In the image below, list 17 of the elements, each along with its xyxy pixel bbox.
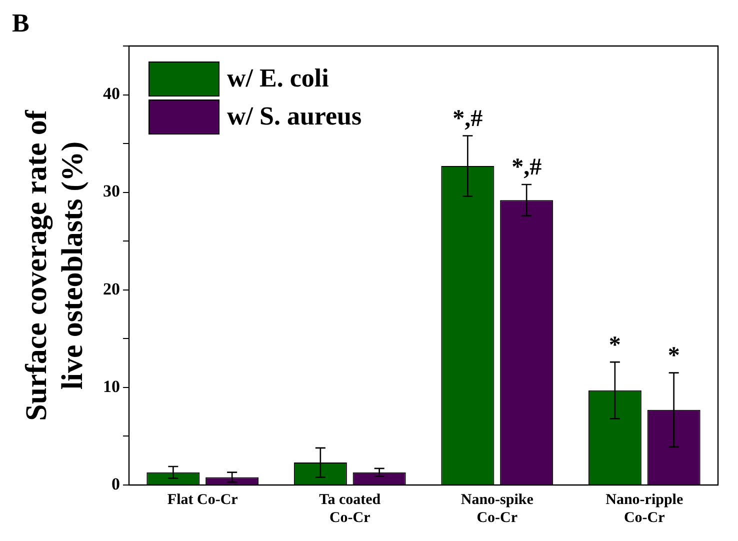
y-tick-label: 10 bbox=[103, 376, 120, 396]
y-tick-label: 40 bbox=[103, 84, 120, 104]
x-tick-label: Flat Co-Cr bbox=[167, 492, 238, 508]
x-tick-label: Nano-spike Co-Cr bbox=[460, 492, 534, 526]
annotation: *,# bbox=[512, 154, 542, 181]
annotation: * bbox=[668, 343, 680, 370]
legend-label: w/ S. aureus bbox=[227, 102, 362, 131]
annotation: *,# bbox=[452, 106, 483, 132]
y-tick-label: 0 bbox=[112, 474, 120, 494]
chart-title: B bbox=[12, 8, 30, 38]
x-tick-label: Nano-ripple Co-Cr bbox=[606, 492, 684, 526]
y-tick-label: 20 bbox=[103, 279, 120, 298]
annotation: * bbox=[608, 332, 621, 358]
x-tick-label: Ta coated Co-Cr bbox=[319, 492, 382, 526]
legend-label: w/ E. coli bbox=[227, 64, 329, 93]
y-axis-title: Surface coverage rate of live osteoblasts (%) bbox=[20, 109, 89, 421]
y-tick-label: 30 bbox=[103, 182, 120, 201]
